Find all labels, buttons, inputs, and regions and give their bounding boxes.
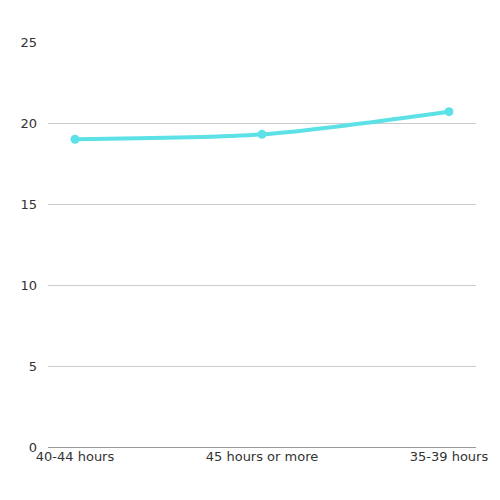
svg-text:25: 25 xyxy=(20,35,37,50)
svg-text:5: 5 xyxy=(29,359,37,374)
svg-text:15: 15 xyxy=(20,197,37,212)
svg-text:35-39 hours: 35-39 hours xyxy=(410,449,489,464)
svg-text:45 hours or more: 45 hours or more xyxy=(206,449,318,464)
svg-text:0: 0 xyxy=(29,440,37,455)
svg-text:20: 20 xyxy=(20,116,37,131)
svg-text:40-44 hours: 40-44 hours xyxy=(36,449,115,464)
svg-text:10: 10 xyxy=(20,278,37,293)
